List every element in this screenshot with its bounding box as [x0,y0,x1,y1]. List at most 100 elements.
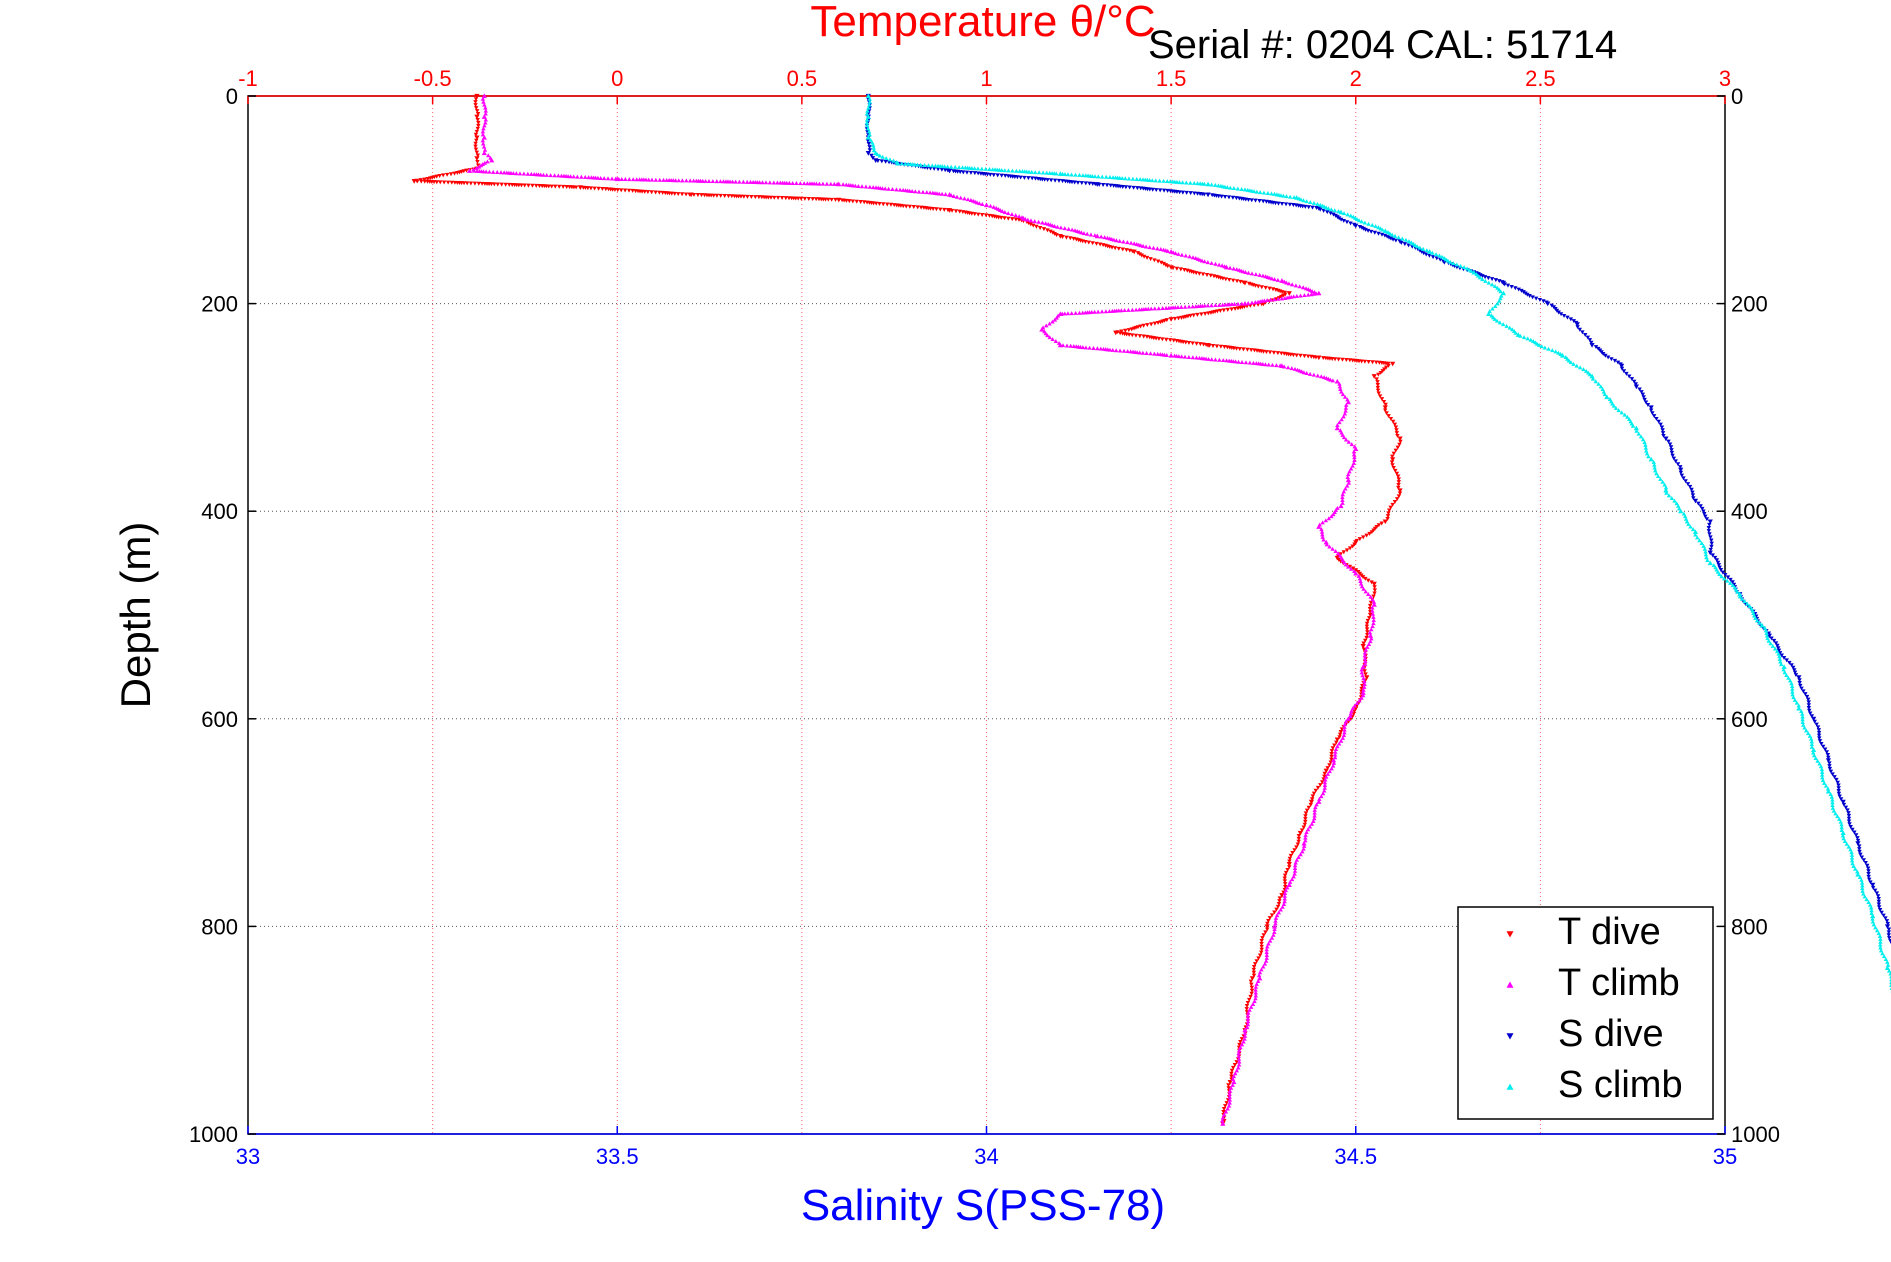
trace-point [1286,281,1292,286]
trace-point [1231,266,1236,271]
trace-point [1395,474,1401,479]
trace-point [1711,563,1717,568]
trace-point [1848,824,1853,829]
trace-point [1269,913,1275,918]
trace-point [1259,947,1264,952]
trace-point [1338,738,1344,743]
trace-point [1693,532,1698,537]
trace-point [1135,186,1140,191]
trace-point [1298,353,1303,358]
trace-point [485,159,490,164]
trace-point [1556,310,1561,315]
trace-point [1161,188,1167,193]
trace-point [1806,705,1812,710]
trace-point [790,180,795,185]
trace-point [475,117,480,122]
trace-point [1396,477,1401,482]
data-point [1297,830,1303,836]
trace-point [1819,769,1825,774]
trace-point [1340,500,1345,505]
trace-point [1261,199,1266,204]
trace-point [1188,191,1193,196]
trace-point [1324,774,1329,779]
trace-point [1712,555,1718,560]
data-point [1870,882,1876,888]
trace-point [1346,480,1351,485]
trace-point [1312,813,1317,818]
depth-tick-label-left: 800 [201,914,238,939]
trace-point [1346,472,1351,477]
trace-point [1800,717,1805,722]
trace-point [1874,891,1880,896]
trace-point [1811,750,1816,755]
trace-point [1278,907,1283,912]
trace-point [1386,363,1391,368]
trace-point [1822,747,1828,752]
trace-point [1375,382,1381,387]
trace-point [1069,311,1074,316]
trace-point [1329,207,1334,212]
trace-point [1259,950,1264,955]
trace-point [1303,835,1308,840]
trace-point [979,212,985,217]
trace-point [1341,218,1346,223]
trace-point [1753,615,1758,620]
data-point [983,202,990,208]
trace-point [1631,379,1637,384]
trace-point [1075,180,1081,185]
legend-label: T dive [1558,911,1661,953]
trace-point [1843,805,1849,810]
trace-point [1313,788,1318,793]
trace-point [1518,333,1523,338]
temperature-tick-label: 0.5 [787,66,818,91]
data-point [1271,923,1278,929]
trace-point [1303,819,1308,824]
trace-point [1645,403,1651,408]
trace-point [1216,262,1222,267]
trace-point [1282,893,1287,898]
temperature-tick-label: 1.5 [1156,66,1187,91]
trace-point [1163,263,1169,268]
trace-point [1385,514,1391,519]
trace-point [1513,330,1518,335]
trace-point [1419,249,1424,254]
trace-point [1867,877,1872,882]
trace-point [1253,990,1258,995]
trace-point [1000,209,1005,213]
trace-point [1366,360,1371,365]
data-point [1316,799,1322,804]
data-point [1589,373,1595,379]
trace-point [1138,177,1143,182]
trace-point [1806,703,1812,708]
trace-point [1147,245,1152,250]
trace-point [1302,354,1307,359]
trace-point [1167,338,1173,343]
trace-point [1695,535,1700,540]
trace-point [1079,181,1084,186]
trace-point [1861,891,1866,896]
trace-point [1578,365,1583,370]
trace-point [1546,346,1551,351]
trace-point [1301,825,1306,830]
trace-point [1873,925,1878,930]
trace-point [1246,197,1251,202]
data-point [1367,633,1374,638]
trace-point [1335,423,1340,428]
trace-point [1047,335,1052,340]
trace-point [538,172,543,177]
trace-point [1846,816,1852,821]
trace-point [1878,948,1884,953]
trace-point [1241,1039,1246,1044]
trace-point [1329,754,1334,759]
trace-point [1179,304,1184,309]
trace-point [1793,673,1799,678]
trace-point [1126,176,1132,181]
trace-point [1184,190,1189,195]
data-point [1301,840,1307,846]
data-point [1678,467,1684,473]
trace-point [1329,514,1334,519]
trace-point [1281,364,1287,369]
trace-point [1327,544,1332,549]
trace-point [1662,482,1667,487]
trace-point [1077,310,1082,315]
